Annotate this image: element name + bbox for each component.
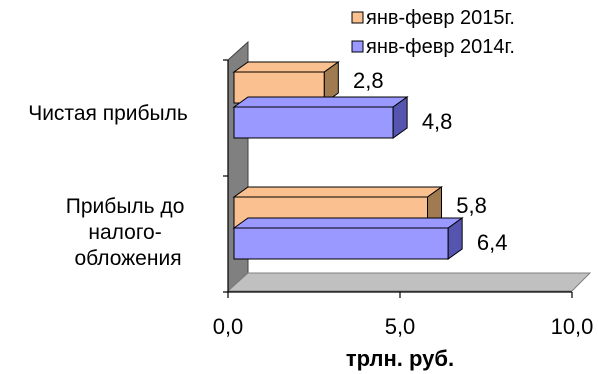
bar-net-profit-2015 <box>232 61 340 104</box>
bar-top-face <box>232 217 464 229</box>
x-tick-label: 5,0 <box>385 314 416 339</box>
bar-front-face <box>233 227 449 260</box>
bar-top-face <box>232 96 409 108</box>
x-tick-label: 0,0 <box>213 314 244 339</box>
category-label-line: налого- <box>88 221 161 244</box>
data-label: 2,8 <box>353 68 384 93</box>
bar-side-face <box>447 217 463 260</box>
bar-front-face <box>233 106 394 139</box>
x-axis-title: трлн. руб. <box>346 346 454 371</box>
bar-net-profit-2014 <box>232 96 409 139</box>
category-label-line: Прибыль до <box>66 195 185 218</box>
bar-top-face <box>232 61 340 73</box>
data-label: 5,8 <box>456 193 487 218</box>
legend-label-2015: янв-февр 2015г. <box>366 7 515 29</box>
category-label-line: обложения <box>74 247 181 270</box>
bar-side-face <box>323 61 339 104</box>
category-label-net-profit: Чистая прибыль <box>28 102 188 125</box>
chart-floor <box>226 272 592 292</box>
legend-label-2014: янв-февр 2014г. <box>366 36 515 58</box>
bar-top-face <box>232 186 444 198</box>
category-label-pretax-profit: Прибыль до налого- обложения <box>66 195 190 270</box>
category-label-line: Чистая прибыль <box>28 102 188 125</box>
legend: янв-февр 2015г. янв-февр 2014г. <box>351 7 515 58</box>
legend-swatch-2015 <box>351 11 364 24</box>
data-label: 4,8 <box>422 109 453 134</box>
x-tick-label: 10,0 <box>551 314 594 339</box>
data-label: 6,4 <box>477 230 508 255</box>
bar-side-face <box>392 96 408 139</box>
legend-swatch-2014 <box>351 40 364 53</box>
bar-pretax-profit-2014 <box>232 217 464 260</box>
